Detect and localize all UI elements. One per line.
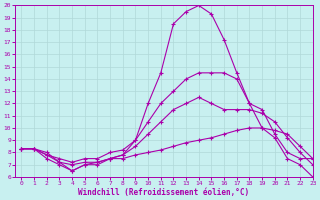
X-axis label: Windchill (Refroidissement éolien,°C): Windchill (Refroidissement éolien,°C) — [78, 188, 250, 197]
